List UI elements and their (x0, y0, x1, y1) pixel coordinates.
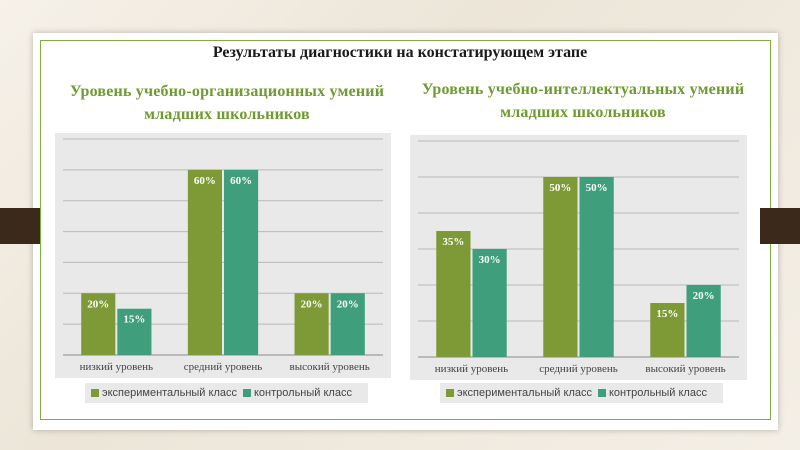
legend-swatch-experimental (91, 389, 99, 397)
data-label-experimental-low: 35% (442, 236, 464, 248)
data-label-experimental-medium: 50% (549, 182, 571, 194)
legend-item-control: контрольный класс (242, 387, 352, 399)
data-label-experimental-high: 20% (301, 298, 323, 310)
legend-item-control: контрольный класс (597, 387, 707, 399)
x-tick-label-high: высокий уровень (290, 361, 370, 373)
slide-title: Результаты диагностики на констатирующем… (212, 44, 588, 61)
bar-experimental-medium (543, 177, 578, 357)
legend-label-control: контрольный класс (608, 387, 707, 399)
chart-1-plot: 20% 15% низкий уровень 60% 60% средний уровен… (63, 138, 383, 373)
legend-label-control: контрольный класс (253, 387, 352, 399)
x-tick-label-high: высокий уровень (645, 363, 725, 375)
data-label-experimental-low: 20% (87, 298, 109, 310)
data-label-control-high: 20% (693, 290, 715, 302)
data-label-control-low: 30% (479, 254, 501, 266)
chart-1-panel: 20% 15% низкий уровень 60% 60% средний уровен… (55, 133, 391, 378)
legend-swatch-experimental (446, 389, 454, 397)
bar-experimental-medium (187, 169, 222, 355)
data-label-control-medium: 50% (586, 182, 608, 194)
x-tick-label-low: низкий уровень (80, 361, 153, 373)
bar-experimental-high (650, 303, 685, 357)
bar-experimental-low (436, 231, 471, 357)
chart-2-panel: 35% 30% низкий уровень 50% 50% средний уровен… (410, 135, 747, 380)
bar-control-high (330, 293, 365, 355)
data-label-control-high: 20% (337, 298, 359, 310)
x-tick-label-medium: средний уровень (539, 363, 618, 375)
right-edge-tab (760, 208, 800, 244)
legend-item-experimental: экспериментальный класс (91, 387, 237, 399)
left-edge-tab (0, 208, 40, 244)
bar-control-low (117, 308, 152, 355)
bar-experimental-low (81, 293, 116, 355)
chart-1-legend: экспериментальный класс контрольный клас… (85, 383, 368, 403)
data-label-experimental-medium: 60% (194, 175, 216, 187)
bar-control-high (686, 285, 721, 357)
x-tick-label-low: низкий уровень (435, 363, 508, 375)
x-tick-label-medium: средний уровень (184, 361, 263, 373)
bar-control-low (472, 249, 507, 357)
data-label-control-low: 15% (123, 314, 145, 326)
legend-swatch-control (242, 389, 251, 397)
chart-2-title: Уровень учебно-интеллектуальных умений м… (421, 81, 745, 121)
legend-label-experimental: экспериментальный класс (457, 387, 592, 399)
chart-1-title: Уровень учебно-организационных умений мл… (69, 83, 385, 123)
data-label-experimental-high: 15% (656, 308, 678, 320)
legend-label-experimental: экспериментальный класс (102, 387, 237, 399)
legend-item-experimental: экспериментальный класс (446, 387, 592, 399)
bar-control-medium (224, 169, 259, 355)
chart-2-plot: 35% 30% низкий уровень 50% 50% средний уровен… (418, 140, 739, 375)
bar-experimental-high (294, 293, 329, 355)
bar-control-medium (579, 177, 614, 357)
data-label-control-medium: 60% (230, 175, 252, 187)
chart-2-legend: экспериментальный класс контрольный клас… (440, 383, 723, 403)
legend-swatch-control (597, 389, 606, 397)
